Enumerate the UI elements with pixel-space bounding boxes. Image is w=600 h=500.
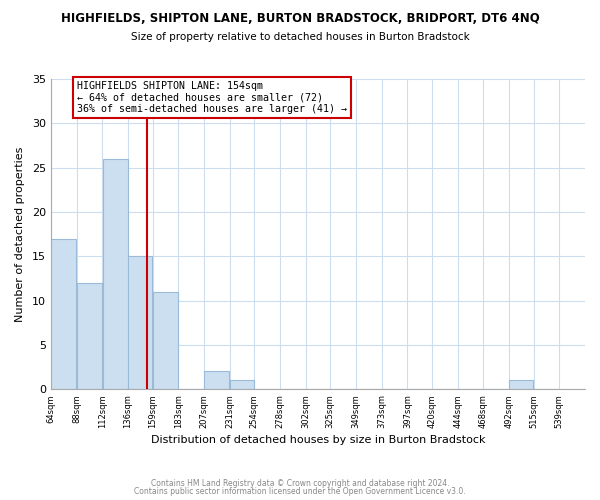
Bar — [51, 238, 76, 389]
Bar — [153, 292, 178, 389]
Text: Size of property relative to detached houses in Burton Bradstock: Size of property relative to detached ho… — [131, 32, 469, 42]
Y-axis label: Number of detached properties: Number of detached properties — [15, 146, 25, 322]
Bar — [509, 380, 533, 389]
Text: Contains HM Land Registry data © Crown copyright and database right 2024.: Contains HM Land Registry data © Crown c… — [151, 478, 449, 488]
Text: HIGHFIELDS SHIPTON LANE: 154sqm
← 64% of detached houses are smaller (72)
36% of: HIGHFIELDS SHIPTON LANE: 154sqm ← 64% of… — [77, 81, 347, 114]
Text: HIGHFIELDS, SHIPTON LANE, BURTON BRADSTOCK, BRIDPORT, DT6 4NQ: HIGHFIELDS, SHIPTON LANE, BURTON BRADSTO… — [61, 12, 539, 26]
Bar — [204, 372, 229, 389]
Bar — [230, 380, 254, 389]
X-axis label: Distribution of detached houses by size in Burton Bradstock: Distribution of detached houses by size … — [151, 435, 485, 445]
Text: Contains public sector information licensed under the Open Government Licence v3: Contains public sector information licen… — [134, 488, 466, 496]
Bar — [103, 159, 128, 389]
Bar — [77, 283, 102, 389]
Bar — [128, 256, 152, 389]
